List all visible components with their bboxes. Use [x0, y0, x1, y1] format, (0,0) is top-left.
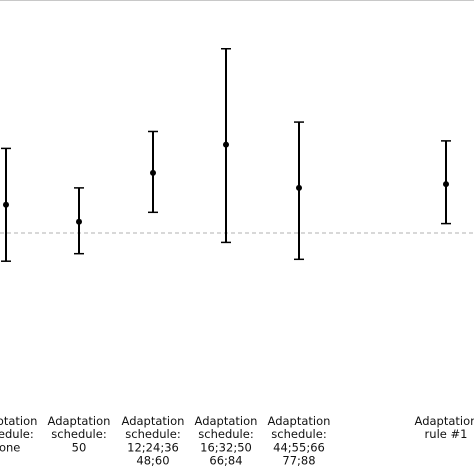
category-label-line: Adaptation: [415, 414, 474, 428]
category-label-line: Adaptation: [195, 414, 258, 428]
category-label-line: 12;24;36: [127, 440, 179, 454]
category-label-line: Adaptation: [0, 414, 37, 428]
data-point: [76, 218, 82, 225]
error-bar-group-1: [74, 187, 84, 255]
category-label-line: schedule:: [271, 427, 326, 441]
error-bar-group-4: [294, 121, 304, 261]
category-label-line: 77;88: [282, 454, 315, 468]
data-point: [443, 181, 449, 188]
category-label-line: 44;55;66: [273, 440, 325, 454]
category-label-line: 66;84: [209, 454, 242, 468]
category-label-line: schedule:: [125, 427, 180, 441]
category-label-line: schedule:: [51, 427, 106, 441]
category-label-line: rule #1: [425, 427, 468, 441]
category-label-line: schedule:: [0, 427, 34, 441]
error-bar-group-3: [221, 48, 231, 244]
error-bar-group-5: [441, 140, 451, 225]
category-label-line: schedule:: [198, 427, 253, 441]
category-label-line: 48;60: [136, 454, 169, 468]
data-point: [150, 169, 156, 176]
category-label-line: 16;32;50: [200, 440, 252, 454]
error-bar-group-2: [148, 130, 158, 214]
category-label-line: Adaptation: [268, 414, 331, 428]
error-bar-group-0: [1, 147, 11, 262]
category-label-line: none: [0, 440, 20, 454]
category-label-line: Adaptation: [122, 414, 185, 428]
category-label-line: Adaptation: [48, 414, 111, 428]
data-point: [223, 141, 229, 148]
data-point: [296, 184, 302, 191]
data-point: [3, 201, 9, 208]
category-label-line: 50: [72, 440, 87, 454]
